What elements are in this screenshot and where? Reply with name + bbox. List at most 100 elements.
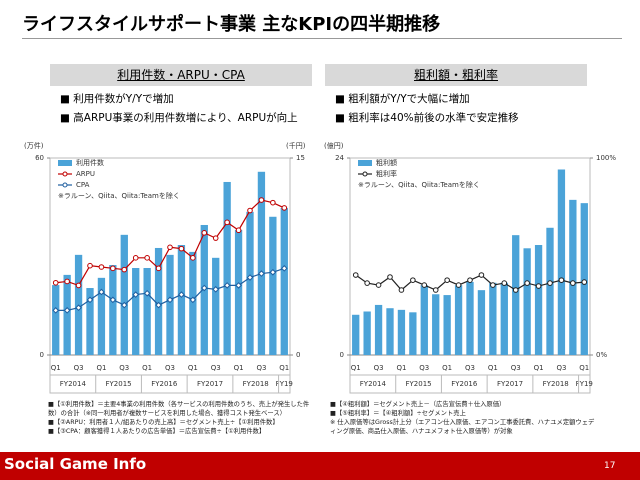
marker	[155, 301, 162, 309]
bar	[432, 294, 440, 355]
y-tick-label: 0	[40, 351, 44, 359]
bar	[409, 312, 417, 355]
legend-label: CPA	[76, 181, 90, 189]
bullet-text: 利用件数がY/Yで増加	[73, 93, 174, 105]
footnote: ■【③CPA：顧客獲得１人あたりの広告単価】＝広告宣伝費÷【①利用件数】	[48, 428, 266, 435]
marker	[432, 287, 439, 293]
footnote: ■【④粗利額】＝セグメント売上－（広告宣伝費＋仕入原価）	[330, 401, 506, 408]
group-label: FY2018	[243, 380, 269, 388]
group-label: FY2017	[497, 380, 523, 388]
marker	[246, 274, 254, 281]
marker	[132, 255, 139, 261]
marker	[512, 287, 519, 293]
x-tick-label: Q1	[188, 364, 198, 372]
marker	[109, 296, 117, 304]
marker	[75, 282, 82, 289]
x-tick-label: Q3	[119, 364, 129, 372]
marker	[524, 280, 530, 286]
x-tick-label: Q1	[534, 364, 544, 372]
marker	[167, 244, 173, 251]
group-label: FY2017	[197, 380, 223, 388]
legend-marker	[62, 171, 68, 177]
marker	[144, 255, 150, 261]
x-tick-label: Q3	[465, 364, 475, 372]
footnote: ※ 仕入原価等はGross計上分（エアコン仕入原価、エアコン工事委託費、ハナユメ…	[330, 419, 595, 435]
marker	[410, 277, 416, 283]
group-label: FY2016	[151, 380, 178, 388]
x-tick-label: Q3	[74, 364, 84, 372]
panel-header: 粗利額・粗利率	[325, 64, 587, 86]
footnote: ■【②ARPU：利用者１人/組あたりの売上高】＝セグメント売上÷【①利用件数】	[48, 419, 279, 426]
x-tick-label: Q1	[488, 364, 498, 372]
x-tick-label: Q1	[579, 364, 589, 372]
marker	[189, 296, 197, 304]
bar	[154, 247, 163, 355]
logo: Social Game Info	[4, 455, 147, 473]
bar	[443, 295, 451, 355]
marker	[352, 272, 359, 278]
marker	[547, 280, 553, 286]
rule	[22, 38, 622, 39]
x-tick-label: Q3	[165, 364, 175, 372]
marker	[364, 280, 370, 286]
bar	[386, 308, 394, 355]
y2-tick-label: 100%	[596, 154, 616, 162]
bar	[500, 282, 508, 355]
group-label: FY2015	[406, 380, 432, 388]
x-tick-label: Q1	[396, 364, 406, 372]
bar	[454, 285, 463, 355]
marker	[258, 270, 265, 277]
y2-tick-label: 0%	[596, 351, 607, 359]
x-tick-label: Q3	[374, 364, 384, 372]
bar	[569, 199, 577, 355]
bar	[489, 282, 497, 355]
bar	[52, 285, 60, 355]
x-tick-label: Q1	[51, 364, 61, 372]
bar	[109, 265, 117, 355]
bar	[280, 207, 288, 355]
bar	[246, 211, 254, 355]
bar	[97, 277, 106, 355]
bar	[120, 234, 128, 355]
bar	[580, 203, 588, 355]
bar	[397, 309, 406, 355]
marker	[87, 262, 93, 269]
bar	[352, 314, 360, 355]
marker	[98, 288, 105, 296]
legend-label: 粗利率	[376, 169, 397, 178]
slide-title: ライフスタイルサポート事業 主なKPIの四半期推移	[22, 14, 441, 35]
marker	[455, 282, 462, 288]
marker	[270, 199, 276, 206]
marker	[155, 265, 162, 272]
marker	[558, 277, 565, 283]
bar	[189, 251, 197, 355]
marker	[64, 278, 70, 285]
marker	[490, 282, 496, 288]
marker	[200, 284, 208, 292]
bar	[143, 267, 151, 355]
marker	[280, 265, 288, 272]
x-tick-label: Q3	[419, 364, 429, 372]
x-tick-label: Q3	[556, 364, 566, 372]
bar	[223, 181, 231, 355]
bullet: ■ 粗利率は40%前後の水準で安定推移	[335, 112, 519, 124]
bullet-text: 粗利額がY/Yで大幅に増加	[348, 93, 470, 105]
marker	[98, 264, 105, 270]
marker	[132, 291, 140, 298]
y-tick-label: 0	[340, 351, 344, 359]
legend-label: 利用件数	[76, 158, 104, 167]
group-label: FY2015	[106, 380, 132, 388]
group-label: FY2018	[543, 380, 569, 388]
bullet: ■ 高ARPU事業の利用件数増により、ARPUが向上	[60, 112, 298, 124]
group-label: FY19	[276, 380, 293, 388]
bar	[212, 257, 220, 355]
x-tick-label: Q1	[142, 364, 152, 372]
bullet: ■ 粗利額がY/Yで大幅に増加	[335, 93, 470, 105]
marker	[178, 291, 185, 298]
marker	[110, 265, 116, 272]
x-tick-label: Q1	[234, 364, 244, 372]
bar	[234, 229, 243, 355]
plot-frame	[349, 157, 591, 394]
y2-unit: (千円)	[286, 141, 306, 150]
